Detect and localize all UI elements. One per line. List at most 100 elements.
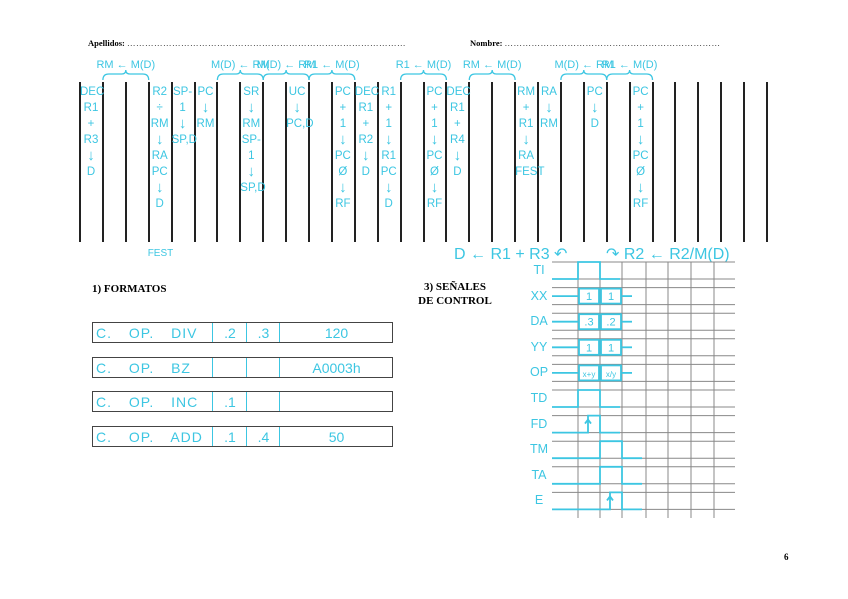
field-3 (279, 392, 393, 411)
cycle-divider (720, 82, 723, 242)
field-2 (246, 358, 280, 377)
microop-text: RF (335, 198, 351, 210)
memory-access-label: M(D) ← RM (256, 59, 316, 71)
rising-edge-arrow-icon (606, 494, 614, 501)
brace (399, 69, 448, 81)
bus-value-box (600, 287, 622, 305)
microop-column: PC ↓ D (584, 84, 606, 132)
bus-value-box (578, 338, 600, 356)
microop-text: + (431, 102, 438, 114)
microop-column: PC +1 ↓ PC Ø ↓ RF (424, 84, 446, 212)
microop-column: RA ↓ RM (538, 84, 560, 132)
cycle-divider (743, 82, 746, 242)
brace (102, 69, 150, 81)
microop-text: RA (541, 86, 557, 98)
brace (606, 69, 654, 81)
surname-dotted-line: ………………………………………………………………………………… (126, 38, 406, 48)
arrow-down-icon: ↓ (339, 131, 347, 148)
microop-text: PC (426, 150, 443, 162)
arrow-down-icon: ↓ (155, 179, 164, 196)
arrow-down-icon: ↓ (545, 99, 553, 116)
microop-text: R3 (83, 134, 99, 146)
cycle-divider (216, 82, 219, 242)
rising-edge-arrow-icon (584, 418, 592, 425)
microop-text: RF (632, 198, 649, 210)
arrow-down-icon: ↓ (636, 131, 645, 148)
cycle-divider (445, 82, 448, 242)
microop-text: RM (517, 86, 536, 98)
microop-text: PC (586, 86, 603, 98)
microop-text: R2 (152, 86, 168, 98)
microop-column: PC +1 ↓ PC Ø ↓ RF (630, 84, 652, 212)
signals-title-line1: 3) SEÑALES (423, 281, 487, 293)
microop-text: + (339, 102, 347, 114)
signal-label: TA (531, 467, 547, 482)
field-3: A0003h (279, 358, 393, 377)
microop-text: ÷ (156, 102, 163, 114)
signal-pulse (552, 440, 642, 460)
cycle-divider (651, 82, 654, 242)
microop-text: R2 (358, 134, 374, 146)
microop-text: SP-1 (241, 134, 261, 162)
microop-text: 1 (385, 118, 392, 130)
bus-value: x+y (583, 370, 596, 379)
signal-edge (552, 491, 642, 511)
microop-text: SP,D (171, 134, 197, 146)
microop-column: R1 +1 ↓ R1 PC ↓ D (378, 84, 400, 212)
microop-text: R1 (358, 102, 374, 114)
bus-value: .2 (606, 317, 615, 329)
name-label: Nombre: (470, 38, 503, 48)
arrow-down-icon: ↓ (430, 131, 439, 148)
microop-text: + (87, 118, 95, 130)
microop-text: Ø (636, 166, 646, 178)
microop-column: SR ↓ RM SP-1 ↓ SP,D (240, 84, 265, 196)
microop-text: PC (334, 150, 351, 162)
cycle-divider (124, 82, 127, 242)
microop-column: RM + R1 ↓ RA FEST (515, 84, 545, 180)
arrow-down-icon: ↓ (636, 179, 645, 196)
memory-access-label: R1 ← M(D) (601, 59, 658, 71)
microop-text: PC (380, 166, 397, 178)
arrow-down-icon: ↓ (453, 147, 462, 164)
microop-text: D (453, 166, 462, 178)
signal-pulse (552, 389, 620, 408)
cycle-divider (79, 82, 81, 242)
annotation-right: ↷ R2 ← R2/M(D) (606, 246, 730, 263)
microop-text: R1 (381, 150, 397, 162)
microop-text: D (590, 118, 599, 130)
formats-title: 1) FORMATOS (92, 283, 167, 295)
arrow-down-icon: ↓ (155, 131, 164, 148)
instruction-format: C. OP. INC .1 (92, 391, 393, 412)
memory-access-label: R1 ← M(D) (395, 59, 452, 71)
microop-text: 1 (431, 118, 438, 130)
arrow-down-icon: ↓ (591, 99, 599, 116)
signal-label: E (534, 493, 544, 508)
microop-text: DEC (354, 86, 380, 98)
microop-text: RM (242, 118, 261, 130)
microop-text: Ø (338, 166, 348, 178)
bus-value: 1 (608, 342, 614, 354)
arrow-down-icon: ↓ (384, 131, 393, 148)
microop-text: DEC (80, 86, 105, 98)
field-2 (246, 392, 280, 411)
microop-text: PC (426, 86, 443, 98)
cycle-divider (582, 82, 585, 242)
microop-column: PC ↓ RM (195, 84, 217, 132)
microop-text: RF (426, 198, 443, 210)
bus-value-box (600, 364, 622, 382)
opcode-field: C. OP. ADD (96, 429, 203, 445)
cycle-divider (239, 82, 242, 242)
bus-value: .3 (584, 317, 593, 329)
cycle-divider (468, 82, 471, 242)
microop-text: 1 (339, 118, 347, 130)
microop-text: Ø (430, 166, 439, 178)
microop-text: FEST (515, 166, 545, 178)
name-field: Nombre: ……………………………………………………………… (470, 38, 721, 48)
memory-access-label: M(D) ← RM (554, 59, 614, 71)
memory-access-label: R1 ← M(D) (304, 59, 360, 71)
brace (216, 69, 264, 81)
microop-text: UC (288, 86, 306, 98)
signal-label: YY (530, 339, 548, 354)
cycle-divider (422, 82, 425, 242)
